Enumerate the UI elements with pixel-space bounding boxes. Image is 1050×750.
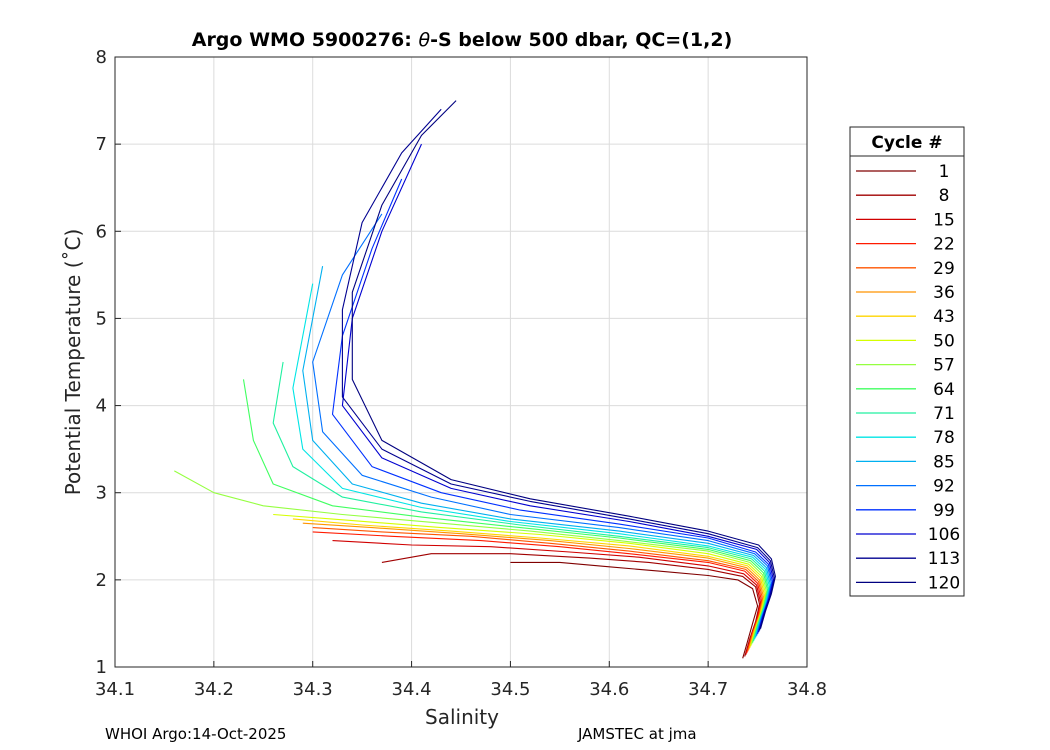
x-axis-label: Salinity — [425, 705, 499, 729]
x-tick-label: 34.3 — [293, 679, 333, 700]
legend-label-85: 85 — [933, 452, 955, 472]
y-tick-label: 1 — [96, 657, 107, 678]
footer-source: WHOI Argo:14-Oct-2025 — [105, 725, 287, 743]
legend-label-57: 57 — [933, 356, 955, 376]
legend-box — [849, 126, 965, 597]
x-tick-label: 34.2 — [194, 679, 234, 700]
legend-label-29: 29 — [933, 259, 955, 279]
legend-label-8: 8 — [939, 186, 950, 206]
legend: Cycle # 18152229364350576471788592991061… — [849, 126, 965, 597]
series-line-cycle-8 — [381, 553, 761, 657]
footer-credit: JAMSTEC at jma — [578, 725, 697, 743]
x-tick-label: 34.6 — [589, 679, 629, 700]
series-line-cycle-106 — [341, 143, 774, 633]
y-tick-label: 6 — [96, 221, 107, 242]
series-line-cycle-92 — [312, 213, 772, 636]
x-tick-label: 34.1 — [95, 679, 135, 700]
legend-label-15: 15 — [933, 210, 955, 230]
y-axis-label: Potential Temperature (˚C) — [61, 229, 85, 496]
title-prefix: Argo WMO 5900276: — [192, 29, 419, 51]
ticks: 34.1 34.2 34.3 34.4 34.5 34.6 34.7 34.8 1 2 3 4 5 6 7 8 — [95, 47, 827, 700]
plot-frame — [114, 56, 808, 668]
y-tick-label: 7 — [96, 134, 107, 155]
series-line-cycle-1 — [510, 561, 759, 659]
legend-label-36: 36 — [933, 283, 955, 303]
legend-label-99: 99 — [933, 501, 955, 521]
legend-label-92: 92 — [933, 477, 955, 497]
x-tick-label: 34.4 — [392, 679, 432, 700]
series-line-cycle-78 — [292, 283, 770, 640]
title-suffix: -S below 500 dbar, QC=(1,2) — [430, 29, 732, 51]
legend-title: Cycle # — [871, 133, 942, 153]
series-group — [174, 100, 776, 659]
legend-entries: 1 8 15 22 29 36 43 50 57 64 71 78 85 92 99 106 113 120 — [856, 162, 960, 593]
series-line-cycle-57 — [174, 470, 768, 645]
legend-label-106: 106 — [928, 525, 960, 545]
grid — [115, 57, 807, 667]
chart-title: Argo WMO 5900276: θ-S below 500 dbar, QC… — [192, 29, 733, 51]
legend-label-50: 50 — [933, 331, 955, 351]
legend-label-71: 71 — [933, 404, 955, 424]
y-tick-label: 4 — [96, 396, 107, 417]
x-tick-label: 34.8 — [787, 679, 827, 700]
legend-label-113: 113 — [928, 549, 960, 569]
legend-label-43: 43 — [933, 307, 955, 327]
series-line-cycle-64 — [242, 379, 769, 643]
y-tick-label: 8 — [96, 47, 107, 68]
legend-label-1: 1 — [939, 162, 950, 182]
series-line-cycle-71 — [272, 361, 769, 642]
y-tick-label: 2 — [96, 570, 107, 591]
x-tick-label: 34.7 — [688, 679, 728, 700]
legend-label-22: 22 — [933, 235, 955, 255]
series-line-cycle-120 — [351, 100, 776, 629]
series-line-cycle-15 — [332, 540, 762, 655]
legend-label-64: 64 — [933, 380, 955, 400]
y-tick-label: 5 — [96, 308, 107, 329]
title-theta: θ — [418, 29, 430, 51]
legend-label-120: 120 — [928, 573, 960, 593]
x-tick-label: 34.5 — [490, 679, 530, 700]
y-tick-label: 3 — [96, 483, 107, 504]
series-line-cycle-99 — [331, 178, 773, 635]
series-line-cycle-85 — [302, 265, 771, 638]
legend-label-78: 78 — [933, 428, 955, 448]
series-line-cycle-113 — [341, 108, 775, 631]
